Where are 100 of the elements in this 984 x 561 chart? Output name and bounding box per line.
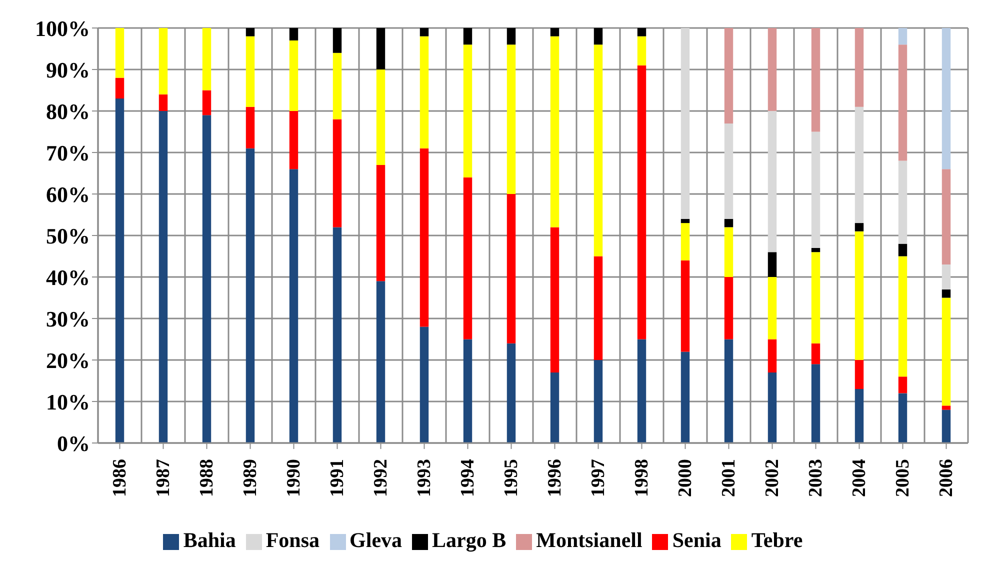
bar bbox=[115, 28, 124, 78]
y-tick-label: 10% bbox=[46, 389, 90, 414]
x-tick-label: 2001 bbox=[718, 459, 740, 497]
legend-label: Largo B bbox=[432, 528, 506, 552]
y-tick-label: 30% bbox=[46, 306, 90, 332]
bar bbox=[637, 339, 646, 443]
x-tick-label: 2005 bbox=[892, 459, 914, 497]
x-tick-label: 1990 bbox=[283, 459, 304, 497]
x-tick-label: 2004 bbox=[848, 458, 870, 497]
bar bbox=[768, 28, 777, 111]
bar bbox=[289, 111, 298, 170]
bar bbox=[854, 360, 864, 390]
bar bbox=[811, 28, 820, 132]
x-tick-label: 1993 bbox=[414, 459, 435, 497]
bar bbox=[768, 252, 777, 277]
bar bbox=[463, 177, 472, 340]
bar bbox=[811, 252, 820, 344]
x-tick-label: 2003 bbox=[805, 459, 826, 497]
bar bbox=[506, 44, 516, 194]
bar bbox=[680, 260, 690, 352]
bar bbox=[680, 218, 690, 224]
y-tick-label: 90% bbox=[46, 57, 90, 82]
bar bbox=[768, 372, 777, 443]
bar bbox=[942, 169, 951, 265]
bar bbox=[115, 78, 124, 99]
bar bbox=[376, 70, 386, 165]
bar bbox=[724, 227, 734, 277]
y-tick-label: 40% bbox=[46, 264, 90, 290]
bar bbox=[202, 28, 212, 90]
x-tick-label: 1996 bbox=[544, 459, 566, 497]
bar bbox=[637, 28, 646, 36]
bar bbox=[506, 194, 516, 344]
legend-label: Bahia bbox=[183, 528, 236, 552]
bar bbox=[898, 160, 908, 244]
bar bbox=[246, 148, 255, 443]
bar bbox=[854, 231, 864, 360]
bar bbox=[811, 248, 820, 252]
bar bbox=[680, 223, 690, 260]
bar bbox=[637, 36, 646, 66]
bar bbox=[246, 106, 255, 148]
bar bbox=[158, 28, 168, 94]
y-tick-label: 20% bbox=[46, 348, 90, 373]
legend-label: Fonsa bbox=[266, 528, 320, 552]
bar bbox=[854, 106, 864, 224]
bar bbox=[942, 264, 951, 290]
bar bbox=[768, 339, 777, 372]
bar bbox=[158, 111, 168, 443]
bar bbox=[594, 256, 603, 360]
bar bbox=[724, 28, 734, 124]
bar bbox=[550, 28, 560, 36]
bar bbox=[246, 36, 255, 107]
bar bbox=[811, 343, 820, 364]
bar bbox=[202, 90, 212, 116]
x-tick-label: 1992 bbox=[370, 459, 392, 497]
bar bbox=[768, 111, 777, 252]
y-tick-label: 100% bbox=[35, 16, 90, 41]
bar bbox=[724, 218, 734, 228]
bar bbox=[724, 123, 734, 219]
bar bbox=[202, 115, 212, 443]
bar bbox=[942, 289, 951, 298]
y-tick-label: 70% bbox=[46, 140, 90, 166]
x-tick-label: 1987 bbox=[152, 458, 174, 497]
bar bbox=[724, 339, 734, 443]
legend-label: Montsianell bbox=[536, 528, 642, 552]
bar bbox=[854, 389, 864, 443]
bar bbox=[898, 244, 908, 256]
bar bbox=[332, 119, 342, 228]
bar bbox=[332, 52, 342, 120]
bar bbox=[332, 227, 342, 443]
bar bbox=[724, 277, 734, 340]
bar bbox=[550, 372, 560, 443]
bar bbox=[506, 343, 516, 443]
bar bbox=[376, 281, 386, 443]
legend-label: Senia bbox=[672, 528, 722, 552]
x-tick-label: 1995 bbox=[500, 459, 522, 497]
bar bbox=[115, 98, 124, 443]
y-tick-label: 50% bbox=[46, 223, 90, 248]
x-tick-label: 1998 bbox=[631, 459, 652, 497]
bar bbox=[637, 65, 646, 340]
bar bbox=[289, 28, 298, 40]
bar bbox=[811, 364, 820, 443]
bar bbox=[854, 28, 864, 107]
bar bbox=[898, 44, 908, 161]
bar bbox=[420, 326, 429, 443]
bar bbox=[158, 94, 168, 111]
bar bbox=[768, 277, 777, 340]
bar bbox=[898, 393, 908, 443]
bar bbox=[463, 339, 472, 443]
bar bbox=[550, 36, 560, 228]
bar bbox=[594, 44, 603, 256]
x-tick-label: 1986 bbox=[109, 459, 130, 497]
x-tick-label: 1997 bbox=[588, 458, 609, 497]
bar bbox=[420, 148, 429, 327]
bar bbox=[942, 28, 951, 170]
y-tick-label: 80% bbox=[46, 98, 90, 124]
bar bbox=[898, 28, 908, 45]
bar bbox=[420, 28, 429, 36]
bar bbox=[811, 132, 820, 248]
bar bbox=[942, 410, 951, 443]
bar bbox=[594, 360, 603, 443]
